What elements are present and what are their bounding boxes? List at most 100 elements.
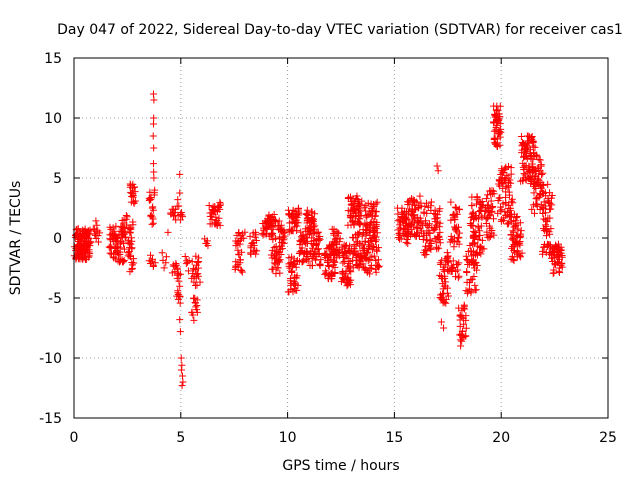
data-point bbox=[170, 212, 178, 220]
data-point bbox=[549, 269, 557, 277]
data-point bbox=[454, 234, 462, 242]
data-point bbox=[364, 248, 372, 256]
data-point bbox=[540, 198, 548, 206]
y-tick-label: -10 bbox=[39, 351, 62, 367]
data-point bbox=[267, 251, 275, 259]
data-point bbox=[269, 230, 277, 238]
data-point bbox=[238, 267, 246, 275]
data-point bbox=[149, 203, 157, 211]
data-point bbox=[417, 218, 425, 226]
data-point bbox=[150, 174, 158, 182]
data-point bbox=[93, 221, 101, 229]
data-point bbox=[444, 284, 452, 292]
data-point bbox=[490, 231, 498, 239]
data-point bbox=[449, 257, 457, 265]
data-point bbox=[508, 235, 516, 243]
data-point bbox=[234, 246, 242, 254]
data-point bbox=[149, 219, 157, 227]
data-point bbox=[203, 237, 211, 245]
data-point bbox=[175, 277, 183, 285]
data-point bbox=[481, 207, 489, 215]
data-point bbox=[372, 236, 380, 244]
data-point bbox=[475, 249, 483, 257]
data-point bbox=[528, 134, 536, 142]
data-point bbox=[490, 190, 498, 198]
data-point bbox=[288, 268, 296, 276]
data-point bbox=[241, 228, 249, 236]
data-point bbox=[181, 252, 189, 260]
data-point bbox=[462, 324, 470, 332]
data-point bbox=[477, 207, 485, 215]
data-point bbox=[308, 244, 316, 252]
data-point bbox=[176, 170, 184, 178]
data-point bbox=[179, 213, 187, 221]
data-point bbox=[292, 274, 300, 282]
data-point bbox=[164, 228, 172, 236]
data-point bbox=[548, 192, 556, 200]
data-point bbox=[499, 184, 507, 192]
data-point bbox=[435, 232, 443, 240]
data-point bbox=[514, 225, 522, 233]
data-point bbox=[447, 216, 455, 224]
data-point bbox=[342, 241, 350, 249]
data-point bbox=[86, 250, 94, 258]
data-point bbox=[194, 272, 202, 280]
data-point bbox=[362, 222, 370, 230]
data-point bbox=[335, 238, 343, 246]
data-point bbox=[475, 215, 483, 223]
data-point bbox=[92, 217, 100, 225]
data-point bbox=[281, 229, 289, 237]
data-point bbox=[473, 266, 481, 274]
data-point bbox=[316, 261, 324, 269]
data-point bbox=[215, 214, 223, 222]
data-point bbox=[443, 253, 451, 261]
data-point bbox=[449, 264, 457, 271]
data-point bbox=[195, 257, 203, 265]
data-point bbox=[528, 162, 536, 170]
data-point bbox=[280, 239, 288, 247]
data-point bbox=[189, 311, 197, 319]
y-tick-label: 0 bbox=[53, 231, 62, 247]
data-point bbox=[423, 199, 431, 207]
data-point bbox=[151, 259, 159, 267]
data-point bbox=[403, 216, 411, 224]
data-point bbox=[557, 246, 565, 254]
data-point bbox=[455, 223, 463, 231]
data-point bbox=[346, 267, 354, 275]
data-point bbox=[279, 228, 287, 236]
y-tick-label: 10 bbox=[44, 111, 62, 127]
data-point bbox=[252, 231, 260, 239]
data-point bbox=[410, 211, 418, 219]
data-point bbox=[507, 204, 515, 212]
data-point bbox=[308, 254, 316, 262]
data-point bbox=[149, 120, 157, 128]
data-point bbox=[274, 264, 282, 272]
data-point bbox=[128, 237, 136, 245]
data-point bbox=[176, 328, 184, 336]
data-point bbox=[486, 232, 494, 240]
data-point bbox=[471, 228, 479, 236]
data-point bbox=[480, 245, 488, 253]
data-point bbox=[467, 289, 475, 297]
data-point bbox=[489, 202, 497, 210]
data-point bbox=[364, 199, 372, 207]
data-point bbox=[174, 289, 182, 297]
data-point bbox=[513, 212, 521, 220]
data-point bbox=[329, 257, 337, 265]
data-point bbox=[506, 191, 514, 199]
y-axis-label: SDTVAR / TECUs bbox=[8, 181, 24, 296]
data-point bbox=[504, 174, 512, 182]
data-point bbox=[444, 257, 452, 265]
data-point bbox=[275, 256, 283, 264]
data-point bbox=[127, 240, 135, 248]
data-point bbox=[216, 198, 224, 206]
data-point bbox=[489, 215, 497, 223]
data-point bbox=[435, 244, 443, 252]
data-point bbox=[477, 222, 485, 230]
data-point bbox=[512, 214, 520, 222]
data-point bbox=[512, 231, 520, 239]
data-point bbox=[316, 235, 324, 243]
data-point bbox=[434, 167, 442, 175]
y-tick-label: 5 bbox=[53, 171, 62, 187]
data-point bbox=[128, 244, 136, 252]
